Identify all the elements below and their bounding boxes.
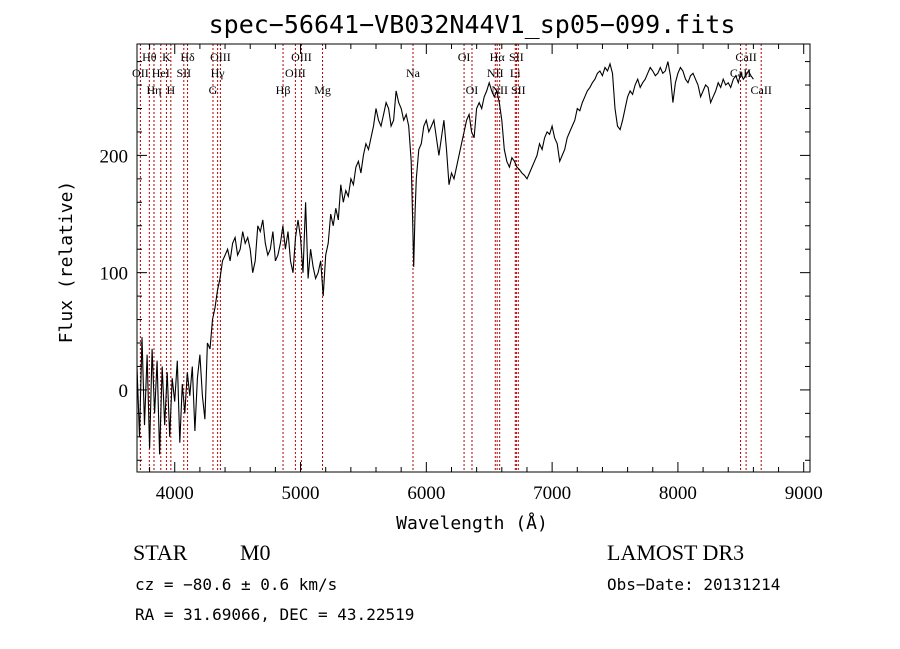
y-tick-label: 100 <box>100 264 129 285</box>
object-type: STAR <box>133 540 188 565</box>
x-tick-label: 9000 <box>785 483 823 504</box>
spectral-subclass: M0 <box>240 540 271 565</box>
line-label: Hβ <box>276 83 291 97</box>
redshift-velocity: cz = −80.6 ± 0.6 km/s <box>135 575 337 594</box>
line-label: H <box>167 83 176 97</box>
line-label: SII <box>509 50 524 64</box>
y-tick-label: 200 <box>100 146 129 167</box>
x-tick-label: 7000 <box>533 483 571 504</box>
line-label: NII <box>487 66 504 80</box>
coordinates: RA = 31.69066, DEC = 43.22519 <box>135 605 414 624</box>
line-label: K <box>162 50 171 64</box>
line-label: OIII <box>210 50 231 64</box>
spectrum-line <box>136 61 754 455</box>
line-label: OII <box>132 66 149 80</box>
x-axis-ticks: 4000 5000 6000 7000 8000 9000 <box>149 44 823 504</box>
x-tick-label: 6000 <box>407 483 445 504</box>
line-label: Hθ <box>142 50 157 64</box>
x-tick-label: 5000 <box>282 483 320 504</box>
line-label: CaII <box>751 83 772 97</box>
y-axis-label: Flux (relative) <box>56 181 77 344</box>
line-label: OI <box>466 83 479 97</box>
line-label: Hγ <box>211 66 226 80</box>
observation-date: Obs−Date: 20131214 <box>607 575 780 594</box>
line-label: SII <box>176 66 191 80</box>
line-label: Li <box>510 66 521 80</box>
line-label: Na <box>406 66 421 80</box>
y-axis-ticks: 0 100 200 <box>100 61 810 461</box>
chart-title: spec−56641−VB032N44V1_sp05−099.fits <box>209 10 736 39</box>
x-axis-label: Wavelength (Å) <box>396 512 548 534</box>
line-label: SII <box>511 83 526 97</box>
line-label: Mg <box>314 83 331 97</box>
line-label: HeI <box>152 66 170 80</box>
plot-frame <box>136 43 811 473</box>
survey-name: LAMOST DR3 <box>607 540 744 565</box>
line-label: Hα <box>490 50 506 64</box>
line-label: G <box>209 83 218 97</box>
y-tick-label: 0 <box>119 381 129 402</box>
line-label: OIII <box>291 50 312 64</box>
line-label: OI <box>458 50 471 64</box>
spectral-line-markers <box>139 44 762 472</box>
x-tick-label: 8000 <box>659 483 697 504</box>
line-label: Hδ <box>180 50 195 64</box>
line-label: OIII <box>285 66 306 80</box>
spectral-line-labels: OIIHθHηHeIKHSIIHδGHγOIIIHβOIIIOIIIMgNaOI… <box>132 50 772 97</box>
line-label: CaII <box>735 50 756 64</box>
x-tick-label: 4000 <box>156 483 194 504</box>
line-label: Hη <box>147 83 162 97</box>
